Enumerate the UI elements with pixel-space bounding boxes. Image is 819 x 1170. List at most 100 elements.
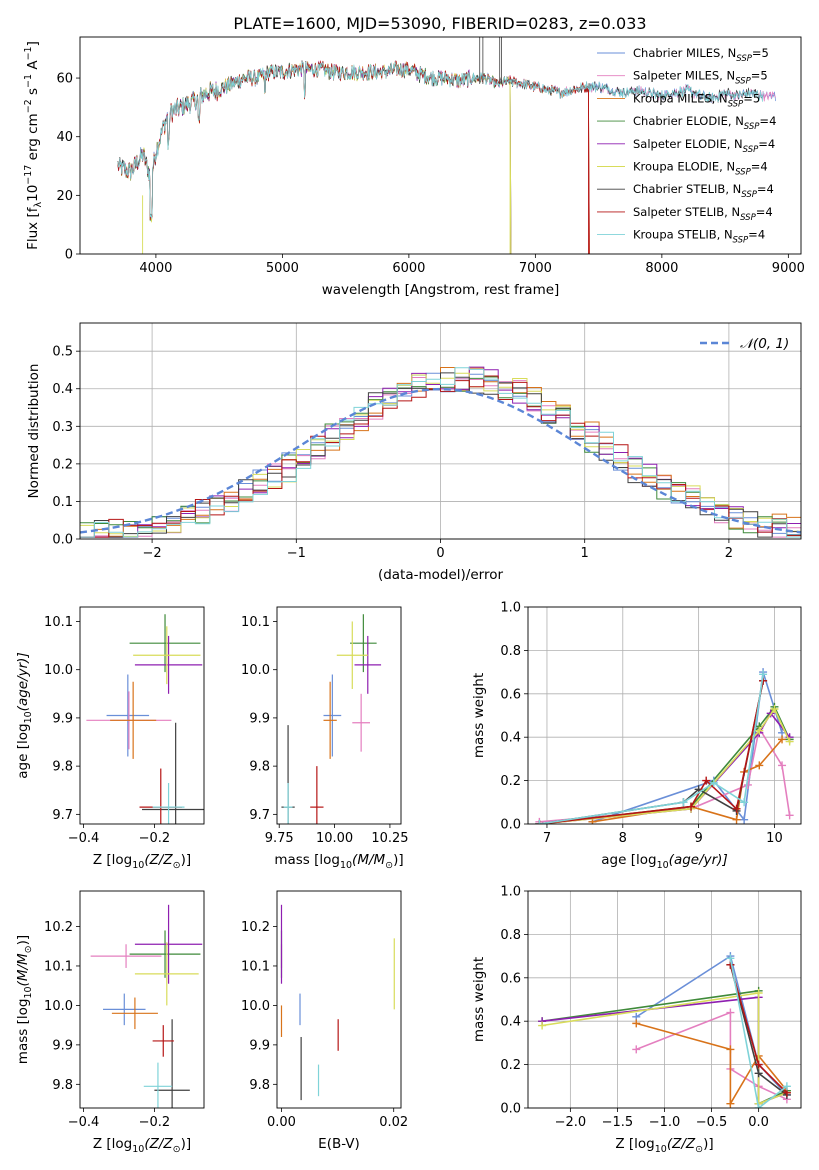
label-part: ⊙ — [695, 1144, 703, 1155]
x-axis-label: E(B-V) — [318, 1136, 360, 1152]
spectrum-line-chabrier-elodie — [117, 61, 512, 254]
label-part: −1 — [23, 46, 34, 60]
legend-eq: = — [752, 46, 762, 60]
age-vs-mass-panel: 9.75 10.00 10.25 9.7 9.8 9.9 10.0 10.1 mass [log… — [241, 606, 409, 871]
mass-vs-Z-panel: −0.4 −0.29.89.910.010.110.2Z [log10(Z/Z⊙)… — [15, 890, 205, 1155]
series-marker — [732, 815, 741, 824]
label-part: ⊙ — [23, 945, 34, 953]
y-tick-label: 1.0 — [500, 601, 521, 616]
label-part: )] — [15, 935, 31, 946]
x-tick-label: −1 — [287, 546, 306, 561]
label-part: 10 — [25, 185, 41, 202]
label-part: s — [25, 88, 41, 99]
series-marker — [755, 726, 764, 735]
label-part: (Z/Z — [144, 852, 173, 868]
label-part: N — [735, 114, 744, 128]
label-part: (age/yr)] — [15, 652, 31, 711]
y-tick-label: 40 — [56, 130, 73, 145]
series-marker — [702, 776, 711, 785]
label-part: SSP — [733, 236, 749, 246]
label-part: 4 — [767, 182, 774, 196]
series-kroupa-stelib — [726, 954, 791, 1108]
label-part: 10 — [132, 1144, 144, 1155]
x-tick-label: 0.00 — [267, 1115, 296, 1130]
x-tick-label: 10.00 — [316, 831, 353, 846]
legend-entry: Kroupa STELIB, NSSP=4 — [633, 228, 765, 246]
series-marker — [679, 798, 688, 807]
label-part: 5 — [762, 46, 769, 60]
y-tick-label: 10.1 — [241, 959, 270, 974]
series-marker — [754, 988, 763, 997]
label-part: )] — [181, 852, 192, 868]
y-tick-label: 10.1 — [241, 615, 270, 630]
x-tick-label: −0.2 — [139, 831, 171, 846]
label-part: ] — [25, 41, 41, 46]
series-marker — [726, 954, 735, 963]
spectrum-line-kroupa-elodie — [117, 60, 512, 254]
label-part: erg cm — [25, 113, 41, 164]
y-tick-label: 0.5 — [52, 345, 73, 360]
y-tick-label: 10.0 — [44, 999, 73, 1014]
errorbar-kroupa-miles — [111, 997, 158, 1030]
label-part: −2 — [23, 99, 34, 113]
label-part: age [log — [601, 852, 656, 868]
series-marker — [687, 802, 696, 811]
x-axis-label: age [log10(age/yr)] — [601, 852, 727, 871]
label-part: 10 — [23, 986, 34, 998]
label-part: −1 — [23, 74, 34, 88]
y-tick-label: 10.0 — [241, 663, 270, 678]
x-tick-label: 9 — [694, 831, 702, 846]
legend-eq: = — [743, 91, 753, 105]
age-vs-Z-panel: −0.4 −0.29.79.89.910.010.1Z [log10(Z/Z⊙)]… — [15, 606, 205, 871]
label-part: 4 — [765, 205, 772, 219]
series-marker — [770, 704, 779, 713]
y-tick-label: 10.0 — [241, 999, 270, 1014]
errorbar-chabrier-stelib — [154, 1019, 190, 1108]
label-part: Flux [f — [25, 206, 41, 250]
figure-title: PLATE=1600, MJD=53090, FIBERID=0283, z=0… — [233, 14, 646, 33]
x-axis-label: mass [log10(M/M⊙)] — [274, 852, 403, 871]
x-tick-label: −1.5 — [602, 1115, 634, 1130]
errorbar-salpeter-stelib — [310, 766, 324, 824]
errorbar-chabrier-miles — [106, 674, 150, 757]
y-tick-label: 9.8 — [249, 760, 270, 775]
label-part: 10 — [23, 711, 34, 723]
y-tick-label: 9.7 — [249, 808, 270, 823]
x-tick-label: 9.75 — [265, 831, 294, 846]
histogram-salpeter-stelib — [80, 375, 801, 538]
label-part: SSP — [735, 77, 751, 87]
axes-frame — [79, 36, 802, 255]
errorbar-salpeter-stelib — [152, 1025, 174, 1057]
label-part: (Z/Z — [144, 1136, 173, 1152]
legend-entry: Kroupa ELODIE, NSSP=4 — [633, 160, 768, 178]
label-part: λ — [33, 202, 44, 208]
errorbar-kroupa-miles — [110, 681, 157, 759]
errorbar-kroupa-elodie — [336, 621, 368, 689]
label-part: Chabrier STELIB — [633, 182, 725, 196]
x-tick-label: −1.0 — [649, 1115, 681, 1130]
series-marker — [785, 811, 794, 820]
spectrum-line-kroupa-miles — [117, 61, 590, 254]
errorbar-kroupa-elodie — [133, 626, 201, 685]
x-axis-label: wavelength [Angstrom, rest frame] — [322, 282, 560, 298]
x-tick-label: −0.4 — [68, 831, 100, 846]
label-part: )] — [703, 1136, 714, 1152]
x-tick-label: 5000 — [266, 261, 299, 276]
legend-entry: Chabrier ELODIE, NSSP=4 — [633, 114, 776, 132]
y-tick-label: 0.6 — [500, 687, 521, 702]
series-marker — [754, 1069, 763, 1078]
y-tick-label: 9.8 — [52, 760, 73, 775]
x-tick-label: −0.4 — [68, 1115, 100, 1130]
x-axis-label: Z [log10(Z/Z⊙)] — [615, 1136, 713, 1155]
label-part: Kroupa STELIB — [633, 228, 717, 242]
series-marker — [778, 735, 787, 744]
legend-eq: = — [756, 205, 766, 219]
legend-eq: = — [758, 137, 768, 151]
y-tick-label: 1.0 — [500, 885, 521, 900]
legend-entry: Chabrier STELIB, NSSP=4 — [633, 182, 774, 200]
axes-frame — [276, 606, 402, 825]
y-tick-label: 0.6 — [500, 971, 521, 986]
y-tick-label: 0.0 — [500, 818, 521, 833]
label-part: ⊙ — [385, 860, 393, 871]
y-tick-label: 9.9 — [249, 1038, 270, 1053]
